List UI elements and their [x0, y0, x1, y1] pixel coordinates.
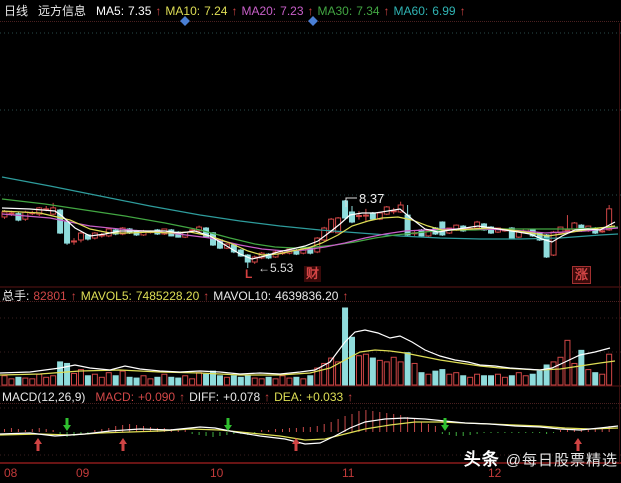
volume-header: 总手: 82801 ↑ MAVOL5: 7485228.20 ↑ MAVOL10… [2, 289, 352, 303]
diff-value: +0.078 [223, 390, 261, 404]
macd-label: MACD: [95, 390, 135, 404]
brand-watermark: 头条 @每日股票精选 [464, 445, 618, 470]
ma5-value: 7.35 [128, 4, 152, 18]
mavol10-up-arrow-icon: ↑ [342, 289, 349, 303]
svg-text:8.37: 8.37 [359, 191, 384, 206]
zongshou-up-arrow-icon: ↑ [70, 289, 77, 303]
ma60-up-arrow-icon: ↑ [459, 4, 466, 18]
mavol5-value: 7485228.20 [135, 289, 200, 303]
watermark-zhang-char: 涨 [572, 266, 592, 284]
diff-up-arrow-icon: ↑ [264, 390, 271, 404]
ma60-value: 6.99 [432, 4, 456, 18]
stock-name[interactable]: 远方信息 [38, 4, 87, 18]
ma10-label: MA10: [165, 4, 201, 18]
month-label-12[interactable]: 12 [488, 466, 502, 480]
mavol5-label: MAVOL5: [80, 289, 132, 303]
macd-up-arrow-icon: ↑ [179, 390, 186, 404]
ma20-value: 7.23 [280, 4, 304, 18]
month-label-08[interactable]: 08 [4, 466, 18, 480]
ma20-label: MA20: [241, 4, 277, 18]
ma20-up-arrow-icon: ↑ [307, 4, 314, 18]
ma5-label: MA5: [96, 4, 125, 18]
ma60-label: MA60: [393, 4, 429, 18]
zongshou-value: 82801 [33, 289, 67, 303]
volume-header-dotted-rule [0, 301, 621, 302]
mavol5-up-arrow-icon: ↑ [203, 289, 210, 303]
mavol10-label: MAVOL10: [213, 289, 272, 303]
ma30-up-arrow-icon: ↑ [383, 4, 390, 18]
ma30-value: 7.34 [356, 4, 380, 18]
month-label-10[interactable]: 10 [210, 466, 224, 480]
month-label-09[interactable]: 09 [76, 466, 90, 480]
macd-value: +0.090 [138, 390, 176, 404]
macd-header-dotted-rule [0, 403, 621, 404]
diff-label: DIFF: [189, 390, 220, 404]
mavol10-value: 4639836.20 [275, 289, 339, 303]
brand-account-name: @每日股票精选 [505, 452, 618, 469]
macd-header: MACD(12,26,9) MACD: +0.090 ↑ DIFF: +0.07… [2, 390, 357, 404]
price-header: 日线 远方信息 MA5: 7.35 ↑ MA10: 7.24 ↑ MA20: 7… [4, 4, 470, 18]
ma10-up-arrow-icon: ↑ [231, 4, 238, 18]
dea-up-arrow-icon: ↑ [347, 390, 354, 404]
month-label-11[interactable]: 11 [342, 466, 355, 480]
ma10-value: 7.24 [204, 4, 228, 18]
zongshou-label: 总手: [2, 289, 30, 303]
ma30-label: MA30: [317, 4, 353, 18]
dea-value: +0.033 [306, 390, 344, 404]
macd-title[interactable]: MACD(12,26,9) [2, 390, 86, 404]
svg-text:L: L [245, 267, 252, 281]
svg-text:←5.53: ←5.53 [258, 261, 294, 275]
brand-logo-text: 头条 [463, 450, 500, 469]
ma5-up-arrow-icon: ↑ [155, 4, 162, 18]
dea-label: DEA: [274, 390, 303, 404]
period-label[interactable]: 日线 [4, 4, 29, 18]
watermark-cai-char: 财 [304, 266, 322, 282]
